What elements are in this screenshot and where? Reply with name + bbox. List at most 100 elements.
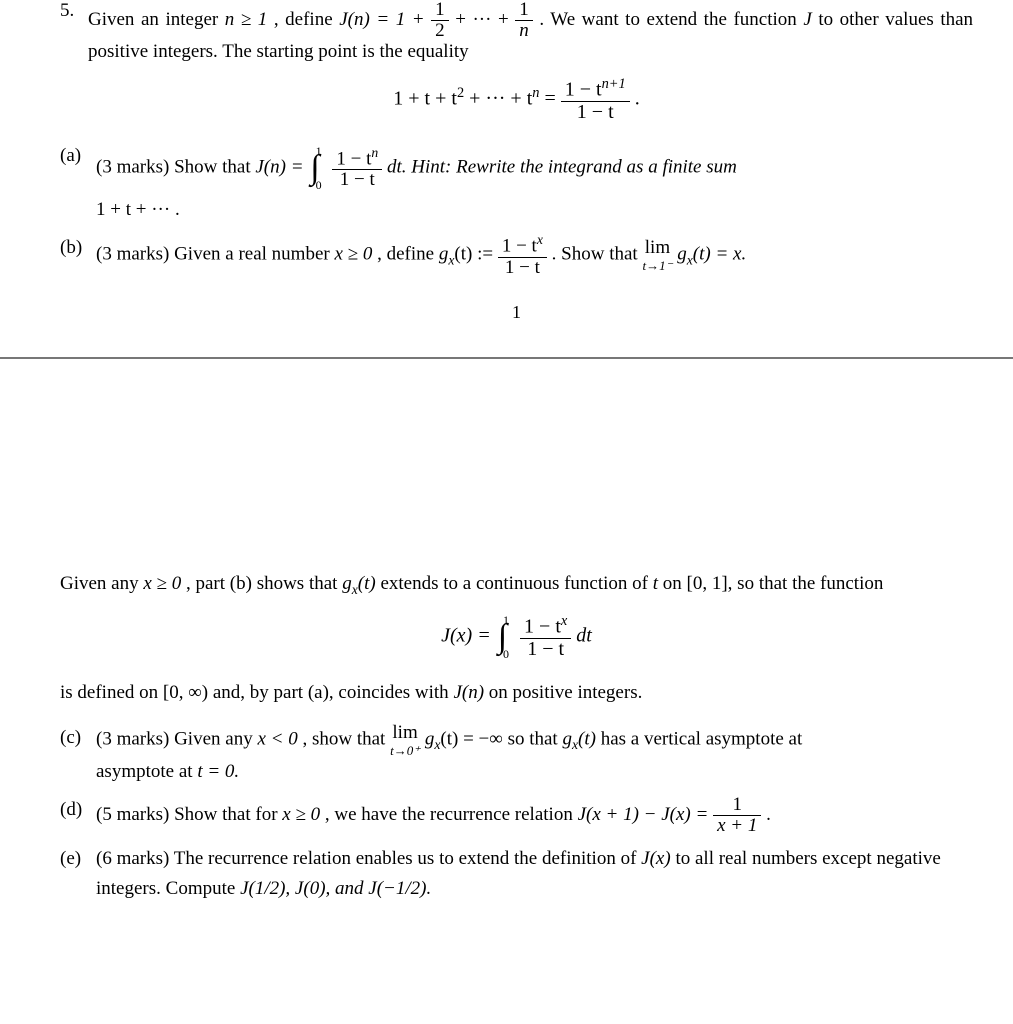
part-a-marks: (3 marks) Show that [96,156,255,177]
geom-sq: 2 [457,85,464,101]
geom-frac-top: 1 − tn+1 [561,77,630,102]
part-b-frac-bot: 1 − t [498,258,547,278]
part-c-t0: t = 0. [197,761,239,782]
part-e-label: (e) [60,844,96,905]
part-b-frac-top-sup: x [537,232,543,247]
bridge-frac-top-base: 1 − t [524,616,561,638]
part-c-t2: , show that [302,728,390,749]
part-a-dt: dt. [387,156,407,177]
bridge-paragraph: Given any x ≥ 0 , part (b) shows that gx… [60,569,973,601]
part-b-show: . Show that [552,244,643,265]
part-c-g2: g [562,728,572,749]
frac-1-over-2-bot: 2 [431,21,449,41]
bridge-after1: is defined on [0, ∞) and, by part (a), c… [60,682,453,703]
part-d-frac-top: 1 [713,795,761,816]
part-e-body: (6 marks) The recurrence relation enable… [96,844,973,905]
part-a-body: (3 marks) Show that J(n) = ∫10 1 − tn 1 … [96,141,737,226]
geom-n: n [532,85,539,101]
bridge-frac-top-sup: x [561,613,567,629]
part-b-frac: 1 − tx 1 − t [498,233,547,277]
intro-J: J [803,9,811,30]
part-b-g: g [439,244,449,265]
bridge-t3: extends to a continuous function of [380,573,652,594]
int-hi: 1 [316,145,322,157]
part-e: (e) (6 marks) The recurrence relation en… [60,844,973,905]
part-b-lim-eq: (t) = x. [693,244,746,265]
part-c-t3: has a vertical asymptote at [601,728,803,749]
part-b-garg: (t) := [454,244,497,265]
part-c-g2t: (t) [578,728,596,749]
part-e-marks: (6 marks) The recurrence relation enable… [96,848,641,869]
part-d-body: (5 marks) Show that for x ≥ 0 , we have … [96,795,771,836]
problem-number: 5. [60,0,88,22]
part-b-frac-top: 1 − tx [498,233,547,257]
part-d-frac-bot: x + 1 [713,816,761,836]
part-e-vals: J(1/2), J(0), and J(−1/2). [240,878,431,899]
part-a-frac-top: 1 − tn [332,146,382,170]
geometric-series-identity: 1 + t + t2 + ··· + tn = 1 − tn+1 1 − t . [60,77,973,123]
intro-text-1: Given an integer [88,9,225,30]
part-b-body: (3 marks) Given a real number x ≥ 0 , de… [96,233,746,277]
frac-1-over-n: 1 n [515,0,533,41]
part-b: (b) (3 marks) Given a real number x ≥ 0 … [60,233,973,277]
bridge-t1: Given any [60,573,143,594]
part-d: (d) (5 marks) Show that for x ≥ 0 , we h… [60,795,973,836]
part-b-xcond: x ≥ 0 [334,244,372,265]
bridge-int-hi: 1 [503,614,509,626]
part-c-label: (c) [60,723,96,787]
problem-intro-body: Given an integer n ≥ 1 , define J(n) = 1… [88,0,973,63]
part-a-lhs: J(n) = [255,156,308,177]
part-c-lim-word: lim [390,723,420,742]
document-page: 5. Given an integer n ≥ 1 , define J(n) … [0,0,1013,943]
part-d-label: (d) [60,795,96,836]
part-d-frac: 1 x + 1 [713,795,761,836]
part-b-label: (b) [60,233,96,277]
intro-jdef-mid: + ··· + [455,9,515,30]
part-c-body: (3 marks) Given any x < 0 , show that li… [96,723,802,787]
part-a-frac-bot: 1 − t [332,170,382,190]
part-e-Jx: J(x) [641,848,671,869]
bridge-J-integral: J(x) = ∫10 1 − tx 1 − t dt [60,614,973,660]
bridge-gx: g [342,573,352,594]
part-c: (c) (3 marks) Given any x < 0 , show tha… [60,723,973,787]
part-b-lim-g: g [677,244,687,265]
geom-frac: 1 − tn+1 1 − t [561,77,630,123]
bridge-dt: dt [576,625,592,647]
geom-eq: = [544,87,560,109]
geom-frac-top-base: 1 − t [565,79,602,101]
bridge-int-lo: 0 [503,648,509,660]
part-a-frac-top-sup: n [371,145,378,160]
part-d-period: . [766,804,771,825]
frac-1-over-n-bot: n [515,21,533,41]
bridge-gxt: (t) [358,573,376,594]
part-c-lim: lim t→0⁺ [390,723,420,757]
intro-text-2: , define [274,9,339,30]
part-a-frac: 1 − tn 1 − t [332,146,382,190]
part-a-hint: Hint: Rewrite the integrand as a finite … [411,156,737,177]
part-b-define: , define [377,244,439,265]
bridge-t: t [653,573,658,594]
part-b-marks: (3 marks) Given a real number [96,244,334,265]
part-b-lim: lim t→1⁻ [642,238,672,272]
part-d-t2: , we have the recurrence relation [325,804,578,825]
bridge-after: is defined on [0, ∞) and, by part (a), c… [60,678,973,708]
integral-limits-2: 10 [503,614,509,660]
bridge-t4: on [0, 1], so that the function [663,573,884,594]
bridge-frac-top: 1 − tx [520,614,571,639]
part-c-t4: asymptote at [96,761,197,782]
frac-1-over-n-top: 1 [515,0,533,21]
part-a-hint-cont: 1 + t + ··· . [96,199,180,220]
part-a-hint-label: Hint: [411,156,456,177]
page-number: 1 [60,302,973,323]
geom-mid: + ··· + t [469,87,532,109]
part-a-hint-text: Rewrite the integrand as a finite sum [456,156,737,177]
bridge-Jn: J(n) [453,682,484,703]
bridge-frac-bot: 1 − t [520,639,571,660]
bridge-xcond: x ≥ 0 [143,573,181,594]
part-c-g: g [425,728,435,749]
part-d-rec: J(x + 1) − J(x) = [578,804,714,825]
intro-jdef-prefix: J(n) = 1 + [339,9,431,30]
part-d-xcond: x ≥ 0 [282,804,320,825]
integral-limits: 10 [316,145,322,191]
part-a: (a) (3 marks) Show that J(n) = ∫10 1 − t… [60,141,973,226]
